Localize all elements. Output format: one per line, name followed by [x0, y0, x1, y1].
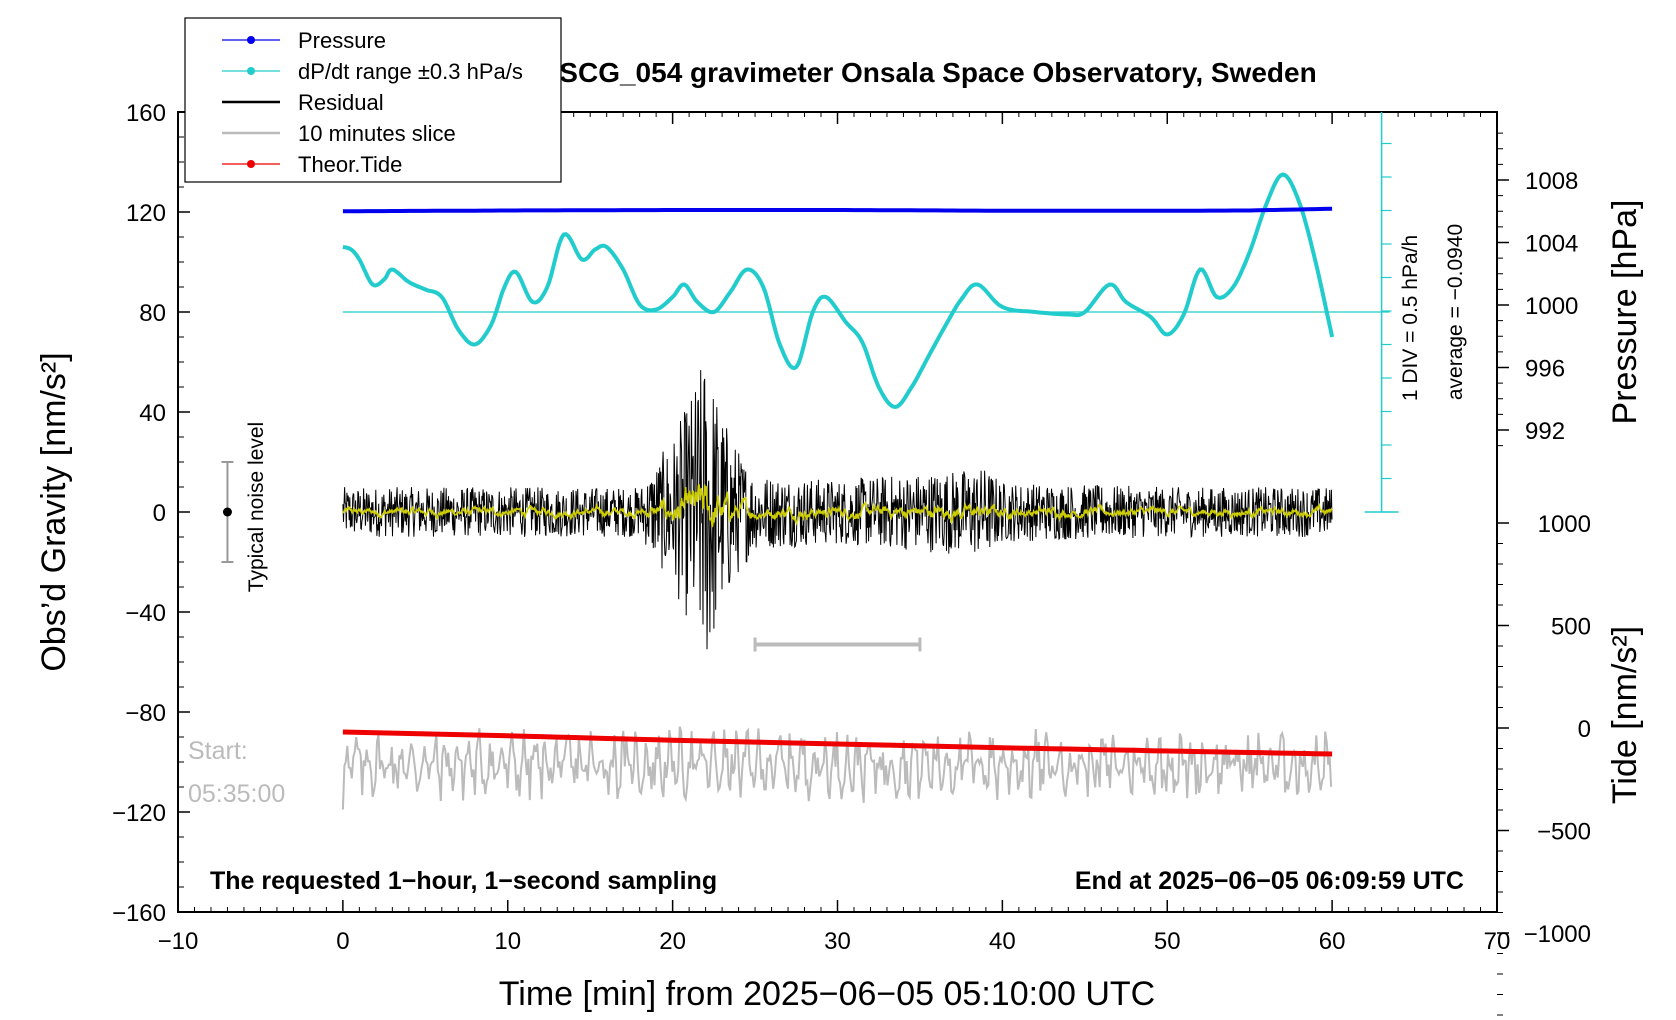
legend-marker [247, 67, 255, 75]
legend-entry: Pressure [222, 28, 386, 53]
legend-entry: 10 minutes slice [222, 121, 456, 146]
pressure-tick-label: 1004 [1525, 231, 1578, 258]
y-tick-label: −40 [125, 600, 166, 627]
x-tick-label: 60 [1319, 928, 1346, 955]
pressure-axis-title: Pressure [hPa] [1606, 200, 1644, 425]
legend: Pressure dP/dt range ±0.3 hPa/s Residual 10… [184, 17, 562, 183]
legend-entry: Theor.Tide [222, 152, 402, 177]
legend-marker [247, 160, 255, 168]
y-tick-label: −160 [112, 900, 166, 927]
x-axis-title: Time [min] from 2025−06−05 05:10:00 UTC [499, 975, 1155, 1013]
x-tick-label: 20 [659, 928, 686, 955]
x-tick-label: 30 [824, 928, 851, 955]
series-residual-smoothed [342, 483, 1333, 528]
end-time-note: End at 2025−06−05 06:09:59 UTC [1075, 867, 1464, 895]
legend-label: Pressure [298, 28, 386, 53]
tide-tick-label: −500 [1537, 819, 1591, 846]
series-pressure [342, 206, 1333, 214]
legend-label: Theor.Tide [298, 152, 402, 177]
series-10-minutes-slice [341, 726, 1333, 810]
x-axis-ticks: −10 0 10 20 30 40 50 60 70 [158, 112, 1511, 955]
legend-label: 10 minutes slice [298, 121, 456, 146]
tide-tick-label: 0 [1578, 716, 1591, 743]
y-tick-label: 0 [153, 500, 166, 527]
y-axis-title: Obs’d Gravity [nm/s²] [35, 352, 73, 671]
legend-entry: dP/dt range ±0.3 hPa/s [222, 59, 523, 84]
x-tick-label: 0 [336, 928, 349, 955]
legend-marker [247, 36, 255, 44]
tide-tick-label: 500 [1551, 614, 1591, 641]
pressure-tick-label: 1000 [1525, 293, 1578, 320]
chart-title: SCG_054 gravimeter Onsala Space Observat… [559, 57, 1316, 88]
tide-axis-title: Tide [nm/s²] [1606, 626, 1644, 804]
noise-label: Typical noise level [245, 422, 268, 592]
pressure-tick-label: 996 [1525, 356, 1565, 383]
x-tick-label: 50 [1154, 928, 1181, 955]
y-axis-ticks: 160 120 80 40 0 −40 −80 −120 −160 [112, 100, 190, 927]
y-tick-label: 40 [139, 400, 166, 427]
typical-noise-bar [221, 461, 234, 563]
y-tick-label: −80 [125, 700, 166, 727]
tide-tick-label: −1000 [1524, 921, 1591, 948]
y-tick-label: 160 [126, 100, 166, 127]
noise-bar-dot [222, 507, 232, 517]
legend-label: dP/dt range ±0.3 hPa/s [298, 59, 523, 84]
pressure-tick-label: 992 [1525, 418, 1565, 445]
start-time: 05:35:00 [188, 780, 285, 808]
legend-label: Residual [298, 90, 384, 115]
y-tick-label: 120 [126, 200, 166, 227]
series-theor-tide [342, 729, 1333, 757]
start-label: Start: [188, 737, 248, 765]
pressure-tick-label: 1008 [1525, 168, 1578, 195]
x-tick-label: 10 [494, 928, 521, 955]
average-note: average = −0.0940 [1444, 224, 1467, 400]
x-tick-label: 70 [1484, 928, 1511, 955]
series-residual [342, 370, 1333, 650]
slice-bracket [753, 637, 922, 652]
series-dpdt [342, 172, 1335, 410]
y-tick-label: 80 [139, 300, 166, 327]
pressure-axis-ticks: 1008 1004 1000 996 992 [1497, 132, 1578, 447]
y-tick-label: −120 [112, 800, 166, 827]
x-tick-label: 40 [989, 928, 1016, 955]
legend-box [184, 17, 562, 183]
x-tick-label: −10 [158, 928, 199, 955]
tide-tick-label: 1000 [1538, 511, 1591, 538]
div-note: 1 DIV = 0.5 hPa/h [1399, 235, 1422, 401]
sampling-note: The requested 1−hour, 1−second sampling [210, 867, 717, 895]
legend-entry: Residual [222, 90, 384, 115]
